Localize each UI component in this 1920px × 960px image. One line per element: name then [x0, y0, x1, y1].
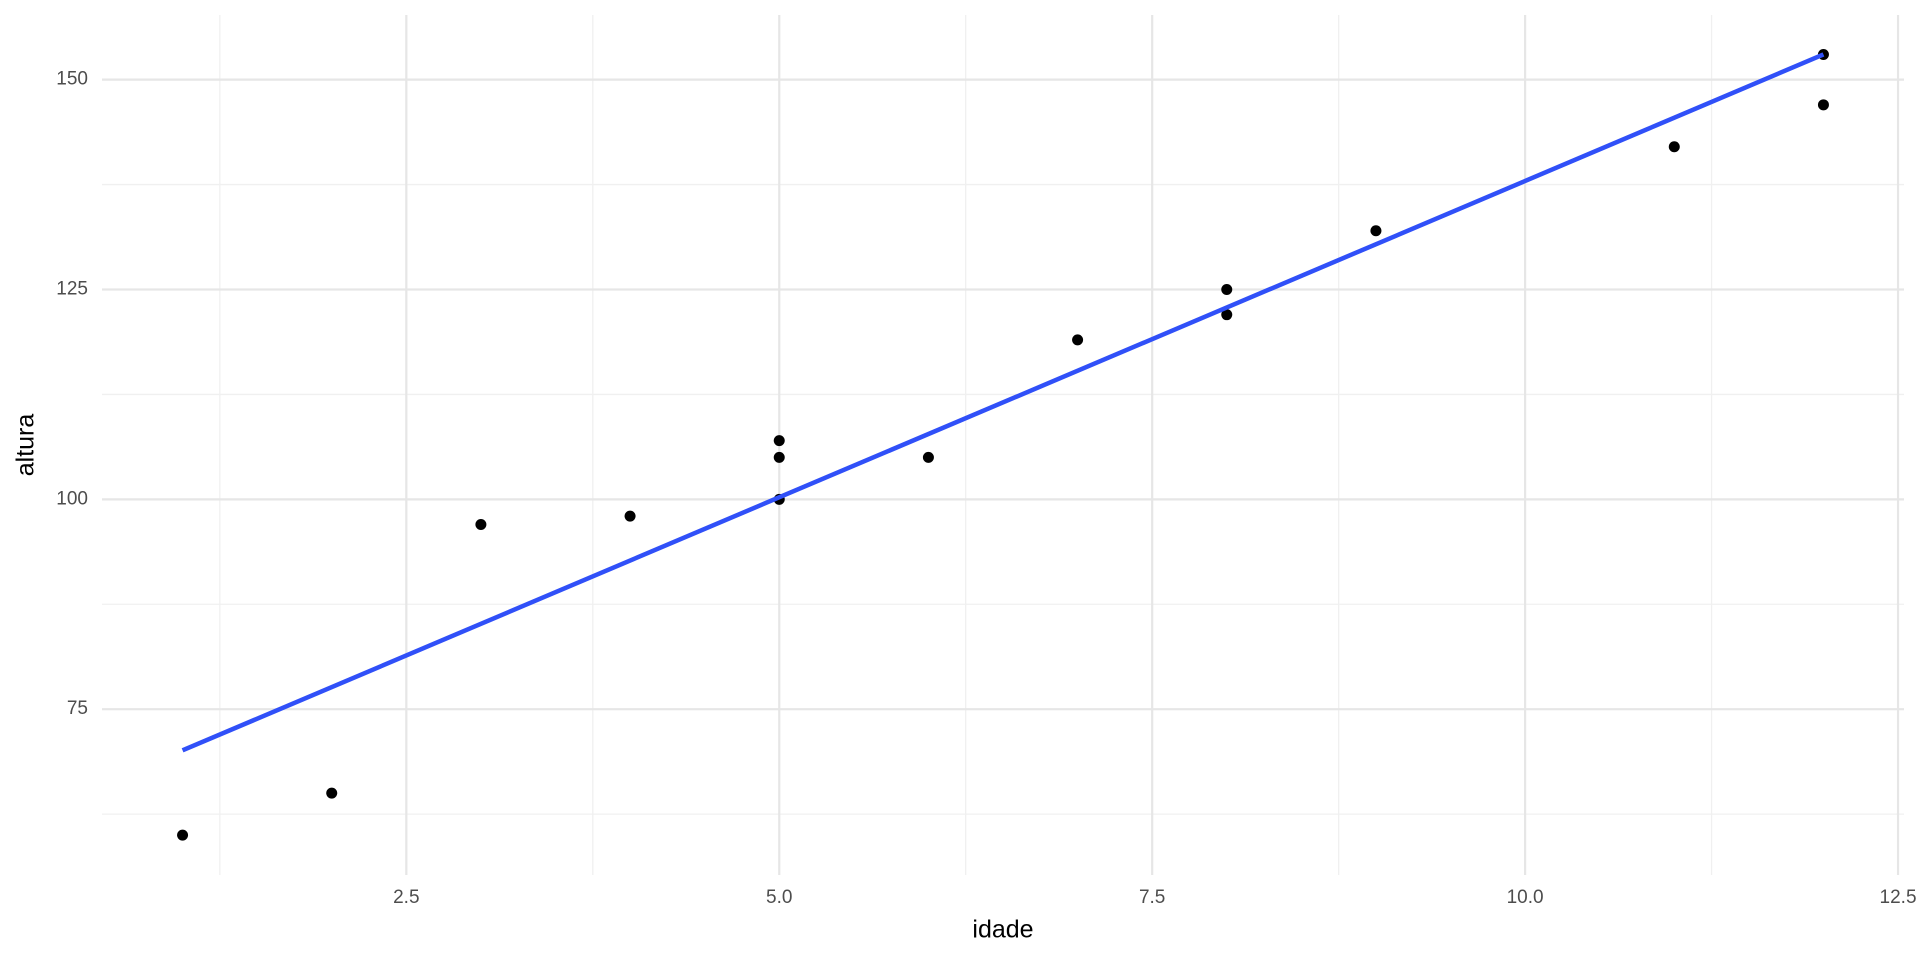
x-tick-label: 12.5	[1880, 887, 1917, 908]
point	[1072, 334, 1084, 346]
point	[1221, 309, 1233, 321]
point	[922, 451, 934, 463]
fit-line	[181, 52, 1825, 753]
point	[1817, 99, 1829, 111]
point	[773, 451, 785, 463]
point	[1370, 225, 1382, 237]
x-tick-label: 10.0	[1507, 887, 1544, 908]
point	[624, 510, 636, 522]
x-tick-label: 7.5	[1139, 887, 1165, 908]
point	[1668, 141, 1680, 153]
y-tick-label: 150	[56, 69, 88, 90]
x-tick-label: 5.0	[766, 887, 792, 908]
point	[773, 435, 785, 447]
point	[475, 519, 487, 531]
y-tick-label: 125	[56, 279, 88, 300]
y-tick-label: 100	[56, 488, 88, 509]
y-axis-title: altura	[12, 414, 40, 477]
y-tick-label: 75	[67, 698, 88, 719]
x-tick-label: 2.5	[393, 887, 419, 908]
point	[177, 829, 189, 841]
x-axis-title: idade	[972, 916, 1033, 944]
point	[326, 787, 338, 799]
point	[1221, 283, 1233, 295]
